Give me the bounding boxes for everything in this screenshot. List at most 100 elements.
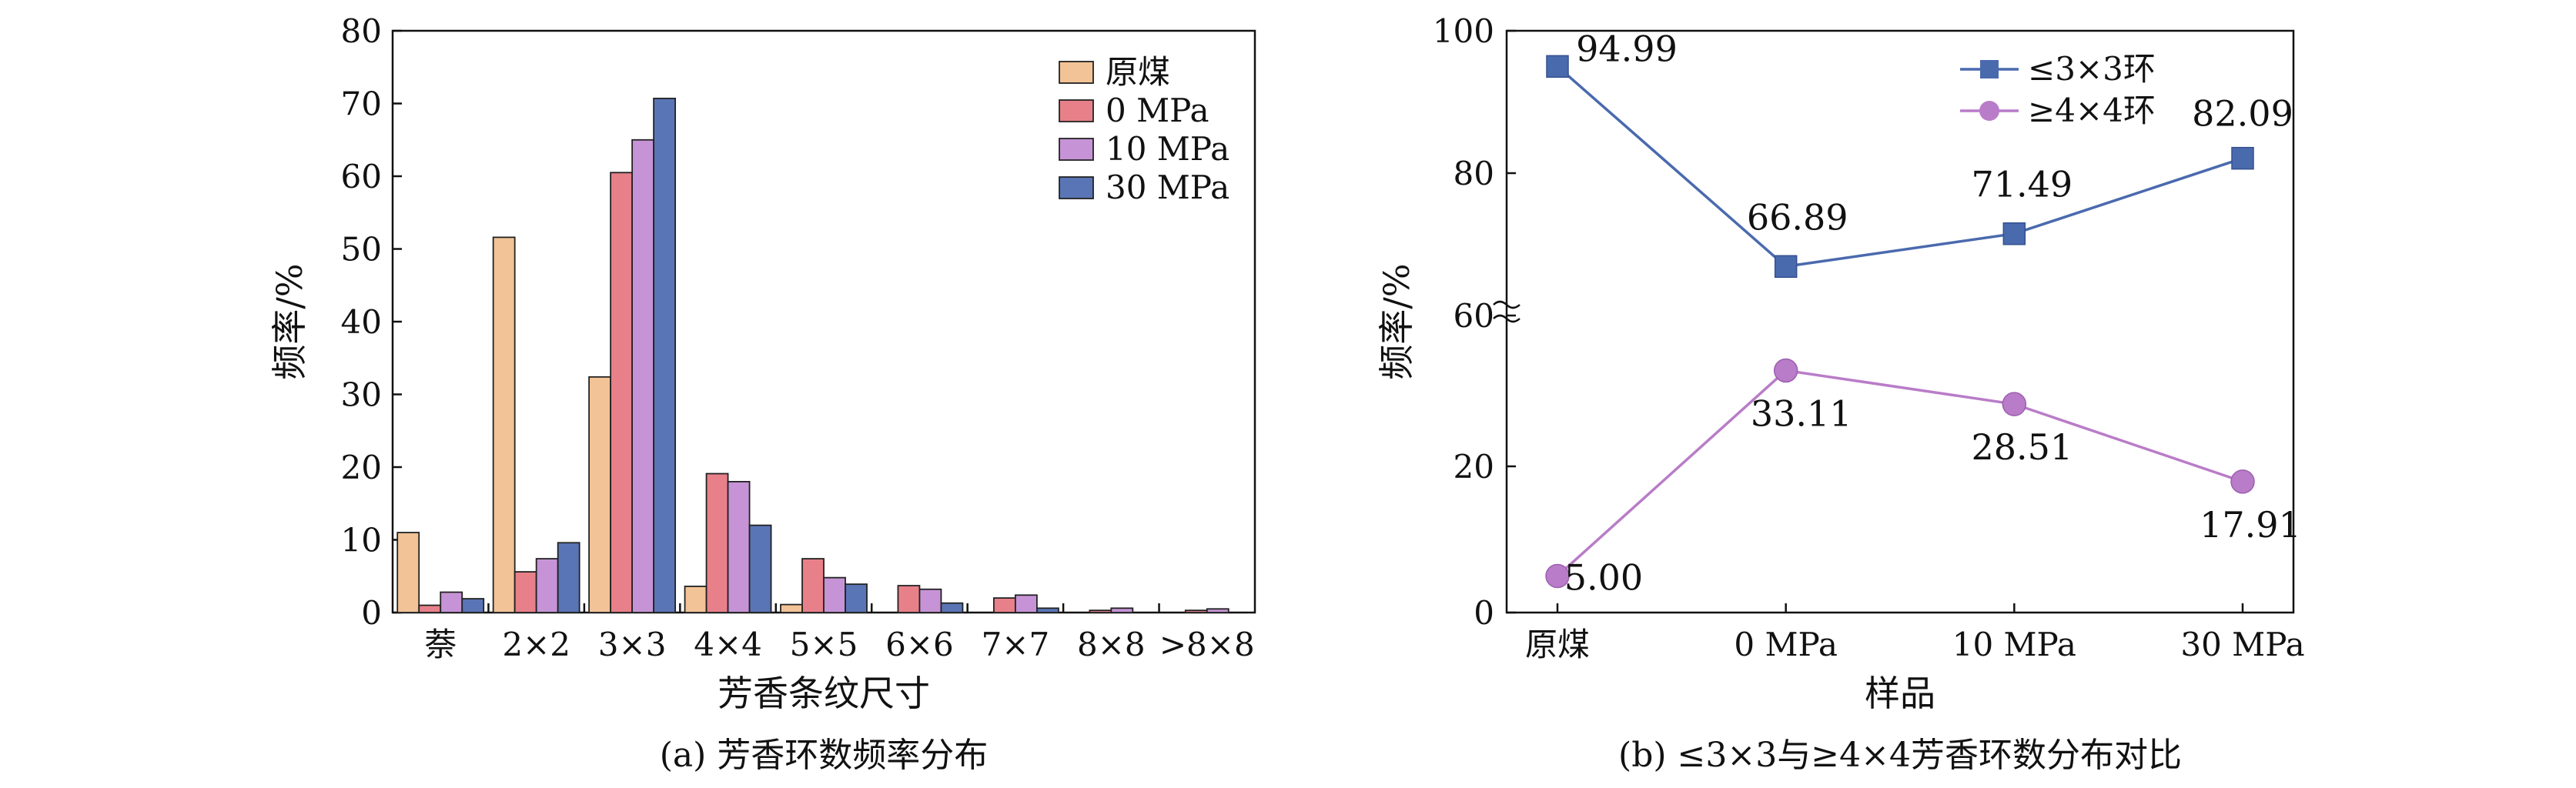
bar (684, 586, 708, 613)
bar (748, 524, 772, 613)
bar (631, 139, 655, 613)
data-label: 94.99 (1576, 28, 1678, 69)
y-tick-label: 80 (341, 12, 382, 50)
x-tick-label: 8×8 (1077, 626, 1146, 663)
bar (492, 236, 516, 613)
bars-a (396, 97, 1229, 613)
y-tick-label: 50 (341, 231, 382, 269)
y-tick-label: 70 (341, 85, 382, 123)
x-tick-label: 7×7 (982, 626, 1050, 663)
bar (1206, 608, 1229, 613)
y-tick-label: 100 (1433, 12, 1494, 50)
bar (1089, 609, 1112, 613)
legend-label: ≤3×3环 (2028, 50, 2156, 88)
bar (418, 604, 442, 613)
x-axis-title-a: 芳香条纹尺寸 (718, 673, 930, 714)
data-point-circle (2230, 469, 2255, 494)
y-tick-label: 60 (1454, 297, 1494, 335)
y-tick-label: 40 (341, 303, 382, 341)
bar (557, 542, 580, 613)
caption-a: (a) 芳香环数频率分布 (660, 736, 989, 775)
data-point-square (1774, 255, 1798, 279)
y-axis-a: 0 10 20 30 40 50 60 70 80 (341, 12, 402, 632)
legend-label: 30 MPa (1106, 169, 1229, 206)
y-tick-label: 20 (1454, 448, 1494, 486)
y-tick-label: 0 (361, 594, 382, 632)
bar (823, 576, 846, 613)
x-tick-label: >8×8 (1159, 626, 1255, 663)
legend-label: ≥4×4环 (2028, 92, 2156, 129)
data-label: 28.51 (1971, 426, 2073, 468)
legend-swatch (1059, 61, 1094, 84)
legend-b: ≤3×3环 ≥4×4环 (1960, 50, 2156, 129)
legend-marker-square (1980, 60, 1999, 78)
x-axis-b: 原煤 0 MPa 10 MPa 30 MPa (1525, 603, 2305, 663)
x-tick-label: 6×6 (885, 626, 954, 663)
bar (1014, 594, 1038, 613)
x-tick-label: 30 MPa (2180, 626, 2304, 663)
data-point-circle (1545, 563, 1570, 589)
y-tick-label: 30 (341, 376, 382, 414)
x-tick-label: 5×5 (790, 626, 858, 663)
bar (535, 558, 559, 613)
x-axis-title-b: 样品 (1865, 673, 1935, 714)
y-axis-title-b: 频率/% (1376, 263, 1417, 379)
y-tick-label: 80 (1454, 155, 1494, 192)
y-axis-b: 0 20 60 80 100 (1433, 12, 1521, 632)
axis-break-mark (1493, 300, 1521, 323)
bar (940, 602, 964, 613)
legend-label: 10 MPa (1106, 130, 1229, 168)
bar (440, 591, 463, 613)
bar (897, 585, 921, 613)
data-label: 71.49 (1971, 164, 2073, 205)
legend-swatch (1059, 138, 1094, 161)
bar (918, 588, 942, 613)
y-tick-label: 0 (1474, 594, 1494, 632)
bar (727, 481, 751, 613)
y-tick-label: 20 (341, 449, 382, 486)
data-label: 33.11 (1751, 392, 1852, 434)
data-point-circle (2002, 392, 2027, 416)
bar (780, 603, 803, 613)
chart-a: 0 10 20 30 40 50 60 70 80 萘 2×2 3×3 4×4 5×5 6×6 7×7 8×8… (269, 12, 1256, 775)
x-tick-label: 萘 (424, 626, 457, 663)
x-tick-label: 10 MPa (1952, 626, 2076, 663)
bar (992, 597, 1016, 613)
data-point-circle (1773, 358, 1798, 383)
series-line (1556, 65, 2243, 269)
data-point-square (2231, 146, 2254, 170)
x-tick-label: 原煤 (1525, 626, 1590, 663)
y-tick-label: 60 (341, 158, 382, 195)
chart-b: 0 20 60 80 100 原煤 0 MPa 10 MPa 30 MPa 94.99 66.8… (1376, 12, 2305, 775)
bar (588, 376, 612, 613)
data-point-square (1546, 55, 1569, 78)
legend-label: 原煤 (1106, 53, 1170, 91)
data-label: 17.91 (2200, 504, 2301, 546)
bar (610, 172, 634, 613)
bar (396, 532, 420, 613)
data-point-square (2002, 222, 2026, 245)
x-tick-label: 4×4 (694, 626, 762, 663)
x-tick-label: 0 MPa (1734, 626, 1838, 663)
legend-label: 0 MPa (1106, 92, 1209, 129)
legend-swatch (1059, 176, 1094, 199)
bar (461, 598, 485, 613)
x-tick-label: 3×3 (598, 626, 667, 663)
y-axis-title-a: 频率/% (269, 263, 310, 379)
x-axis-a: 萘 2×2 3×3 4×4 5×5 6×6 7×7 8×8 >8×8 (424, 603, 1255, 663)
caption-b: (b) ≤3×3与≥4×4芳香环数分布对比 (1618, 736, 2182, 775)
y-tick-label: 10 (341, 522, 382, 559)
bar (514, 571, 537, 613)
bar (1035, 607, 1059, 613)
bar (801, 558, 825, 613)
data-label: 82.09 (2192, 93, 2293, 135)
legend-swatch (1059, 99, 1094, 122)
series-b: 94.99 66.89 71.49 82.09 5.00 33.11 28.51 17.91 (1545, 28, 2301, 599)
bar (705, 472, 729, 613)
plot-frame-b (1505, 29, 2295, 614)
x-tick-label: 2×2 (502, 626, 570, 663)
bar (653, 97, 677, 613)
bar (1110, 607, 1134, 613)
